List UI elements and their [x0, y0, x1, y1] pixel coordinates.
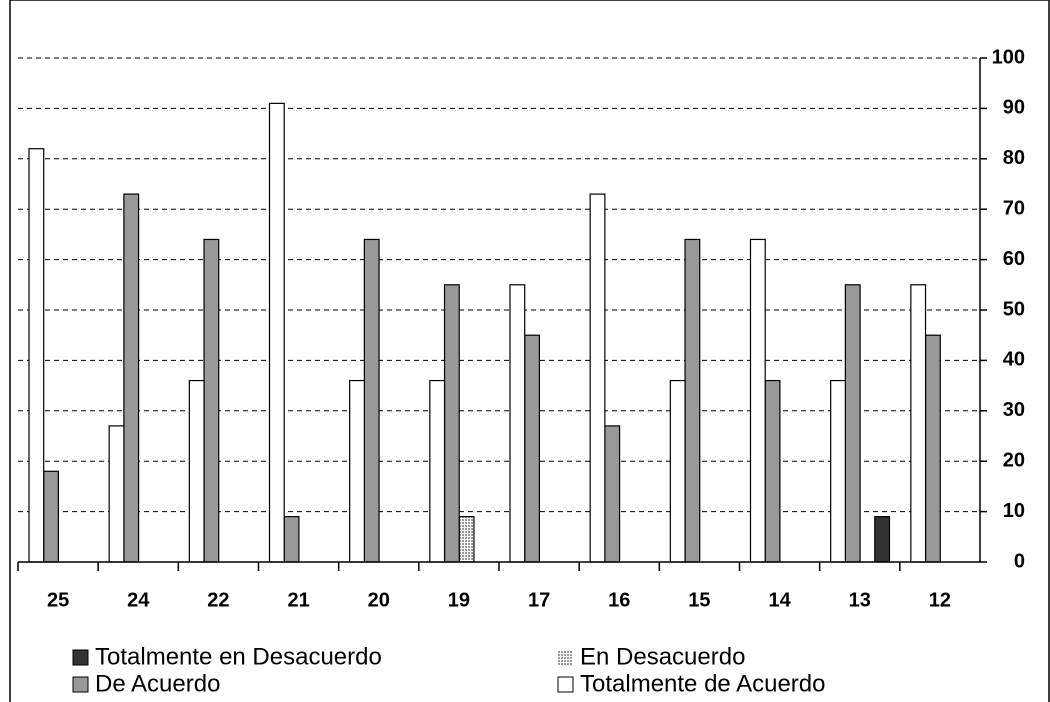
y-tick-label: 60 — [1003, 248, 1025, 270]
bar — [429, 379, 446, 563]
bar — [203, 238, 220, 563]
bar — [363, 238, 380, 563]
legend-label: Totalmente en Desacuerdo — [95, 643, 382, 670]
bar — [123, 193, 140, 563]
bar — [283, 516, 300, 563]
bar — [509, 284, 526, 563]
bar — [443, 284, 460, 563]
bar — [458, 516, 475, 563]
bar — [43, 470, 60, 563]
x-tick-label: 17 — [528, 589, 550, 611]
bar — [874, 516, 891, 563]
y-tick-label: 0 — [1014, 550, 1025, 572]
bar — [910, 284, 927, 563]
frame — [9, 0, 1050, 702]
x-tick-label: 16 — [608, 589, 630, 611]
y-tick-label: 90 — [1003, 97, 1025, 119]
bar — [749, 238, 766, 563]
x-tick-label: 12 — [929, 589, 951, 611]
bar — [844, 284, 861, 563]
bar — [589, 193, 606, 563]
bar — [108, 425, 125, 563]
y-tick-label: 100 — [992, 46, 1025, 68]
x-tick-label: 20 — [368, 589, 390, 611]
bar — [830, 379, 846, 563]
y-tick-label: 30 — [1003, 399, 1025, 421]
x-tick-label: 22 — [207, 589, 229, 611]
x-tick-label: 19 — [448, 589, 470, 611]
legend-swatch — [557, 676, 574, 693]
x-tick-label: 24 — [127, 589, 150, 611]
bar — [188, 379, 205, 563]
bar — [604, 425, 621, 563]
y-tick-label: 80 — [1003, 147, 1025, 169]
legend-label: De Acuerdo — [95, 670, 220, 697]
legend-swatch — [558, 650, 573, 665]
bar — [524, 334, 541, 563]
x-tick-label: 14 — [768, 589, 791, 611]
x-tick-label: 15 — [688, 589, 710, 611]
x-tick-label: 25 — [47, 589, 69, 611]
bar — [764, 379, 781, 563]
legend-swatch — [72, 649, 89, 666]
legend-label: Totalmente de Acuerdo — [580, 670, 826, 697]
x-tick-label: 21 — [287, 589, 309, 611]
bar — [349, 379, 365, 563]
bar — [924, 334, 941, 563]
bar — [684, 238, 701, 563]
legend-label: En Desacuerdo — [580, 643, 745, 670]
bar — [28, 148, 45, 563]
y-tick-label: 70 — [1003, 197, 1025, 219]
y-tick-label: 40 — [1003, 349, 1025, 371]
y-tick-label: 50 — [1003, 298, 1025, 320]
y-tick-label: 20 — [1003, 449, 1025, 471]
bar — [268, 102, 285, 563]
legend-swatch — [72, 676, 89, 693]
x-tick-label: 13 — [849, 589, 871, 611]
bar — [669, 379, 686, 563]
y-tick-label: 10 — [1003, 500, 1025, 522]
